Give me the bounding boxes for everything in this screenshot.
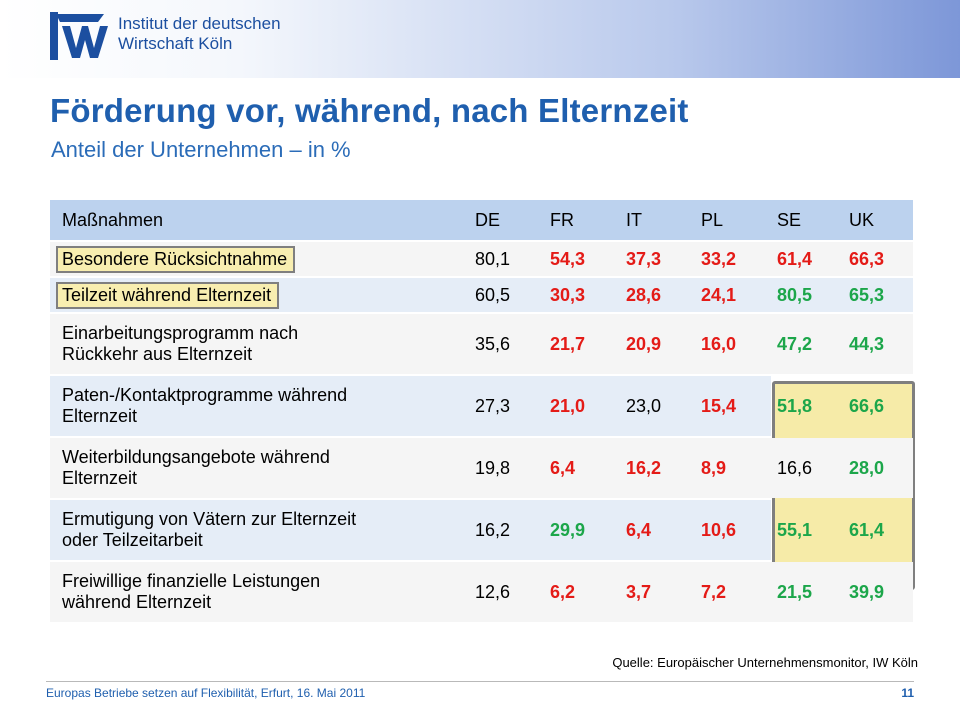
- row-label-cell: Weiterbildungsangebote während Elternzeit: [50, 438, 469, 498]
- org-name-line1: Institut der deutschen: [118, 14, 281, 33]
- footer-text: Europas Betriebe setzen auf Flexibilität…: [46, 686, 366, 700]
- cell-pl: 33,2: [695, 242, 771, 276]
- cell-pl: 24,1: [695, 278, 771, 312]
- table-row: Teilzeit während Elternzeit 60,5 30,3 28…: [50, 278, 913, 312]
- cell-pl: 7,2: [695, 562, 771, 622]
- page-subtitle: Anteil der Unternehmen – in %: [51, 137, 351, 162]
- col-header-fr: FR: [544, 200, 620, 240]
- col-header-uk: UK: [843, 200, 913, 240]
- cell-it: 23,0: [620, 376, 695, 436]
- cell-se: 80,5: [771, 278, 843, 312]
- table-row: Weiterbildungsangebote während Elternzeit…: [50, 438, 913, 498]
- row-label-line1: Einarbeitungsprogramm nach: [62, 323, 299, 343]
- row-label-cell: Freiwillige finanzielle Leistungen währen…: [50, 562, 469, 622]
- cell-uk: 39,9: [843, 562, 913, 622]
- cell-it: 16,2: [620, 438, 695, 498]
- row-label-cell: Teilzeit während Elternzeit: [50, 278, 469, 312]
- cell-de: 80,1: [469, 242, 544, 276]
- table-row: Paten-/Kontaktprogramme während Elternzei…: [50, 376, 913, 436]
- source-note: Quelle: Europäischer Unternehmensmonitor…: [612, 655, 918, 670]
- col-header-measures: Maßnahmen: [50, 200, 469, 240]
- cell-fr: 21,7: [544, 314, 620, 374]
- col-header-se: SE: [771, 200, 843, 240]
- cell-it: 3,7: [620, 562, 695, 622]
- cell-fr: 6,4: [544, 438, 620, 498]
- cell-fr: 29,9: [544, 500, 620, 560]
- cell-de: 16,2: [469, 500, 544, 560]
- row-label-line2: Rückkehr aus Elternzeit: [62, 344, 253, 364]
- col-header-it: IT: [620, 200, 695, 240]
- footer-divider: [46, 681, 914, 682]
- table-row: Freiwillige finanzielle Leistungen währen…: [50, 562, 913, 622]
- cell-fr: 30,3: [544, 278, 620, 312]
- row-label-cell: Einarbeitungsprogramm nach Rückkehr aus E…: [50, 314, 469, 374]
- col-header-pl: PL: [695, 200, 771, 240]
- cell-it: 37,3: [620, 242, 695, 276]
- org-name-line2: Wirtschaft Köln: [118, 34, 233, 53]
- row-label: Besondere Rücksichtnahme: [56, 245, 296, 273]
- page-number: 11: [901, 686, 914, 700]
- row-label-line2: Elternzeit: [62, 406, 138, 426]
- row-label-line1: Ermutigung von Vätern zur Elternzeit: [62, 509, 357, 529]
- org-name: Institut der deutschen Wirtschaft Köln: [118, 14, 281, 54]
- iw-logo-icon: [50, 12, 108, 60]
- header-banner: [0, 0, 960, 78]
- cell-de: 27,3: [469, 376, 544, 436]
- table-row: Besondere Rücksichtnahme 80,1 54,3 37,3 …: [50, 242, 913, 276]
- cell-uk: 66,3: [843, 242, 913, 276]
- row-label-line2: oder Teilzeitarbeit: [62, 530, 203, 550]
- table-row: Einarbeitungsprogramm nach Rückkehr aus E…: [50, 314, 913, 374]
- cell-pl: 8,9: [695, 438, 771, 498]
- cell-it: 28,6: [620, 278, 695, 312]
- cell-pl: 10,6: [695, 500, 771, 560]
- cell-se: 16,6: [771, 438, 843, 498]
- table-header-row: Maßnahmen DE FR IT PL SE UK: [50, 200, 913, 240]
- cell-se: 51,8: [777, 395, 813, 416]
- cell-pl: 16,0: [695, 314, 771, 374]
- row-label-line1: Freiwillige finanzielle Leistungen: [62, 571, 321, 591]
- cell-uk: 44,3: [843, 314, 913, 374]
- measures-table: Maßnahmen DE FR IT PL SE UK Besondere Rü…: [50, 198, 913, 624]
- row-label-line2: während Elternzeit: [62, 592, 212, 612]
- row-label-line2: Elternzeit: [62, 468, 138, 488]
- row-label-line1: Weiterbildungsangebote während: [62, 447, 330, 467]
- cell-de: 35,6: [469, 314, 544, 374]
- cell-uk: 61,4: [849, 519, 885, 540]
- cell-it: 6,4: [620, 500, 695, 560]
- page-title: Förderung vor, während, nach Elternzeit: [50, 92, 689, 129]
- cell-fr: 21,0: [544, 376, 620, 436]
- cell-de: 19,8: [469, 438, 544, 498]
- cell-se: 55,1: [777, 519, 813, 540]
- cell-de: 12,6: [469, 562, 544, 622]
- cell-de: 60,5: [469, 278, 544, 312]
- row-label-cell: Ermutigung von Vätern zur Elternzeit oder…: [50, 500, 469, 560]
- cell-uk: 28,0: [843, 438, 913, 498]
- cell-it: 20,9: [620, 314, 695, 374]
- cell-se: 21,5: [771, 562, 843, 622]
- cell-se: 61,4: [771, 242, 843, 276]
- row-label-line1: Paten-/Kontaktprogramme während: [62, 385, 348, 405]
- cell-fr: 6,2: [544, 562, 620, 622]
- row-label: Teilzeit während Elternzeit: [56, 281, 280, 309]
- table-row: Ermutigung von Vätern zur Elternzeit oder…: [50, 500, 913, 560]
- col-header-de: DE: [469, 200, 544, 240]
- cell-uk: 65,3: [843, 278, 913, 312]
- cell-uk: 66,6: [849, 395, 885, 416]
- row-label-cell: Besondere Rücksichtnahme: [50, 242, 469, 276]
- cell-fr: 54,3: [544, 242, 620, 276]
- cell-se: 47,2: [771, 314, 843, 374]
- cell-pl: 15,4: [695, 376, 771, 436]
- row-label-cell: Paten-/Kontaktprogramme während Elternzei…: [50, 376, 469, 436]
